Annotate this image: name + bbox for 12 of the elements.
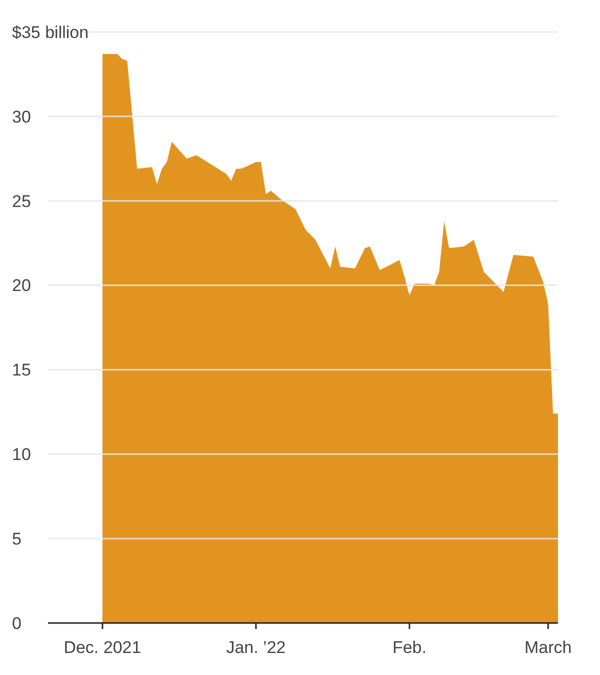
x-tick-label: Jan. ’22 [226, 638, 286, 657]
y-tick-label: 0 [12, 614, 22, 633]
y-tick-label: 10 [12, 445, 31, 464]
y-tick-label: 30 [12, 107, 31, 126]
y-tick-label: 5 [12, 530, 22, 549]
x-tick-label: March [524, 638, 572, 657]
x-tick-label: Dec. 2021 [64, 638, 142, 657]
y-tick-label: 25 [12, 192, 31, 211]
x-tick-label: Feb. [392, 638, 426, 657]
y-tick-label: $35 billion [12, 22, 89, 42]
y-tick-label: 15 [12, 360, 31, 380]
y-tick-label: 20 [12, 276, 31, 296]
